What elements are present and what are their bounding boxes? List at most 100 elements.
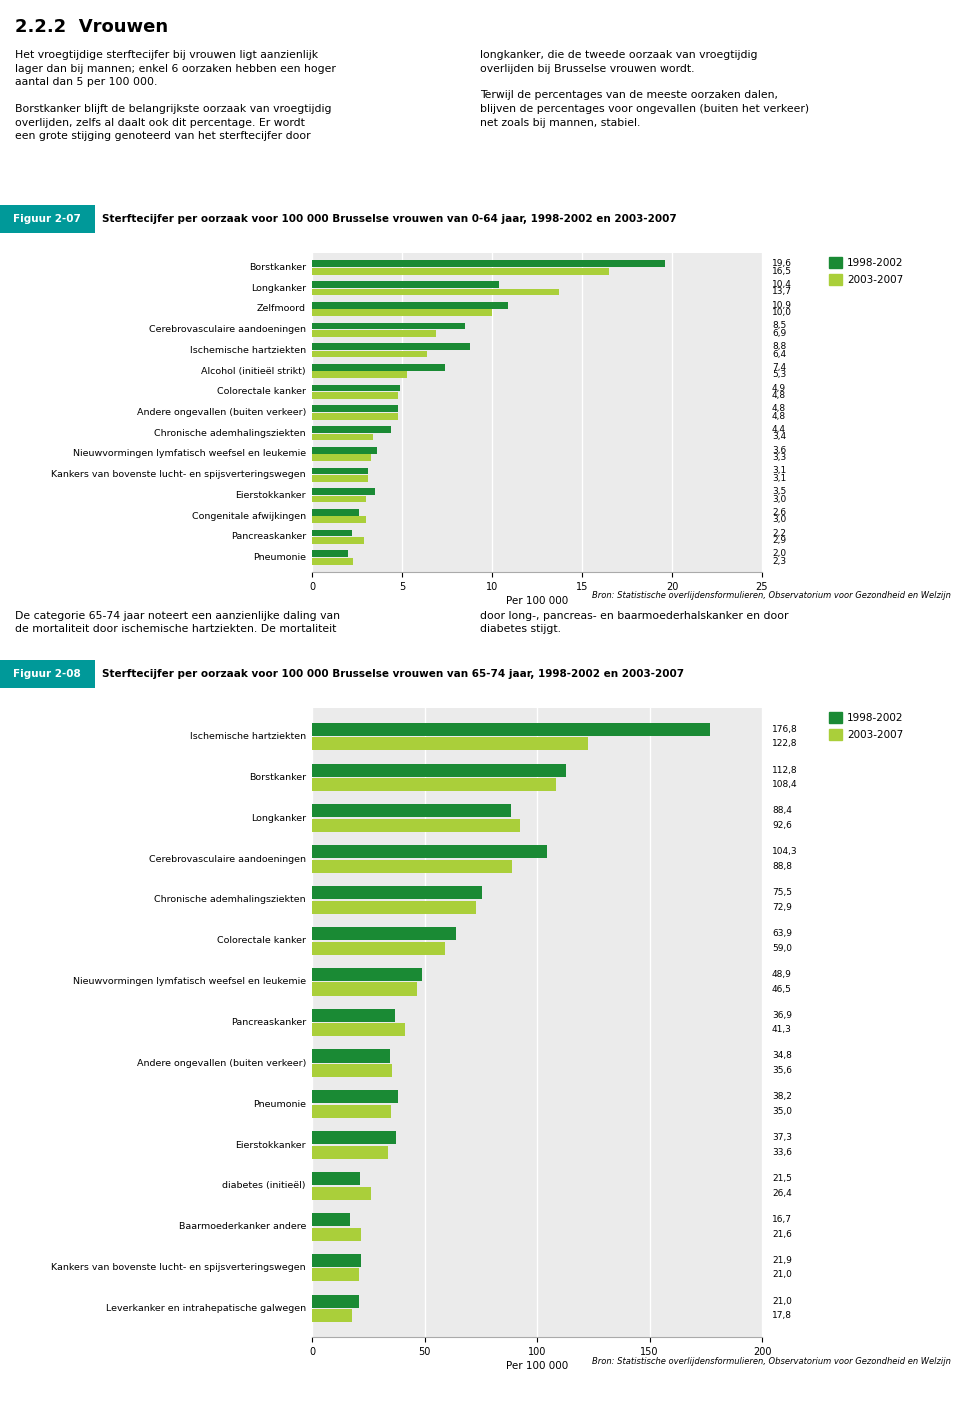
Text: Kankers van bovenste lucht- en spijsverteringswegen: Kankers van bovenste lucht- en spijsvert… <box>52 470 306 480</box>
Text: Nieuwvormingen lymfatisch weefsel en leukemie: Nieuwvormingen lymfatisch weefsel en leu… <box>73 978 306 986</box>
Text: 4,8: 4,8 <box>772 405 786 413</box>
Text: Congenitale afwijkingen: Congenitale afwijkingen <box>192 512 306 521</box>
Text: Borstkanker blijft de belangrijkste oorzaak van vroegtijdig: Borstkanker blijft de belangrijkste oorz… <box>15 103 331 115</box>
Text: net zoals bij mannen, stabiel.: net zoals bij mannen, stabiel. <box>480 117 640 127</box>
Bar <box>312 737 588 750</box>
Bar <box>312 385 400 392</box>
Text: 21,6: 21,6 <box>772 1230 792 1238</box>
Bar <box>0 205 95 233</box>
Bar <box>312 406 398 412</box>
Text: 59,0: 59,0 <box>772 944 792 952</box>
Bar <box>312 310 492 316</box>
Text: 10,4: 10,4 <box>772 280 792 289</box>
Bar <box>312 901 476 914</box>
Bar <box>312 351 427 358</box>
Text: Ischemische hartziekten: Ischemische hartziekten <box>190 732 306 741</box>
Bar <box>312 860 512 873</box>
Text: Bron: Statistische overlijdensformulieren, Observatorium voor Gezondheid en Welz: Bron: Statistische overlijdensformuliere… <box>591 591 950 600</box>
Bar <box>312 886 482 899</box>
Text: diabetes stijgt.: diabetes stijgt. <box>480 624 561 634</box>
Text: 3,0: 3,0 <box>772 515 786 525</box>
Bar <box>0 659 95 688</box>
Text: 6,9: 6,9 <box>772 328 786 338</box>
Bar <box>312 538 364 543</box>
Bar <box>312 1172 360 1184</box>
Text: 2,3: 2,3 <box>772 556 786 566</box>
Text: 2,0: 2,0 <box>772 549 786 559</box>
Text: Terwijl de percentages van de meeste oorzaken dalen,: Terwijl de percentages van de meeste oor… <box>480 91 778 100</box>
Text: Kankers van bovenste lucht- en spijsverteringswegen: Kankers van bovenste lucht- en spijsvert… <box>52 1264 306 1272</box>
Text: de mortaliteit door ischemische hartziekten. De mortaliteit: de mortaliteit door ischemische hartziek… <box>15 624 336 634</box>
Bar <box>312 1105 391 1118</box>
Text: 10,0: 10,0 <box>772 308 792 317</box>
Text: 34,8: 34,8 <box>772 1051 792 1060</box>
Text: 75,5: 75,5 <box>772 889 792 897</box>
Text: Eierstokkanker: Eierstokkanker <box>235 1140 306 1149</box>
Text: 104,3: 104,3 <box>772 848 798 856</box>
Bar <box>312 1091 398 1104</box>
Text: 35,6: 35,6 <box>772 1065 792 1075</box>
Bar <box>312 467 368 474</box>
Text: Chronische ademhalingsziekten: Chronische ademhalingsziekten <box>155 896 306 904</box>
Text: 112,8: 112,8 <box>772 766 798 774</box>
Text: 21,0: 21,0 <box>772 1296 792 1306</box>
Text: Pneumonie: Pneumonie <box>253 553 306 562</box>
Text: 3,1: 3,1 <box>772 467 786 475</box>
Text: 2,9: 2,9 <box>772 536 786 545</box>
Text: Baarmoederkanker andere: Baarmoederkanker andere <box>179 1223 306 1231</box>
Bar <box>312 1146 388 1159</box>
Text: 8,8: 8,8 <box>772 342 786 351</box>
Text: 92,6: 92,6 <box>772 821 792 831</box>
Text: 122,8: 122,8 <box>772 740 798 749</box>
Text: Ischemische hartziekten: Ischemische hartziekten <box>190 345 306 355</box>
Text: Colorectale kanker: Colorectale kanker <box>217 388 306 396</box>
Text: Leverkanker en intrahepatische galwegen: Leverkanker en intrahepatische galwegen <box>106 1303 306 1313</box>
Text: Zelfmoord: Zelfmoord <box>257 304 306 314</box>
Legend: 1998-2002, 2003-2007: 1998-2002, 2003-2007 <box>826 709 908 744</box>
Bar <box>312 433 373 440</box>
Bar <box>312 1228 361 1241</box>
Text: 26,4: 26,4 <box>772 1189 792 1197</box>
Bar <box>312 558 353 565</box>
Text: door long-, pancreas- en baarmoederhalskanker en door: door long-, pancreas- en baarmoederhalsk… <box>480 611 788 621</box>
Text: 5,3: 5,3 <box>772 371 786 379</box>
Text: 3,0: 3,0 <box>772 495 786 504</box>
Text: Pancreaskanker: Pancreaskanker <box>230 1017 306 1027</box>
Bar <box>312 1309 352 1322</box>
Text: 2,6: 2,6 <box>772 508 786 516</box>
Text: 41,3: 41,3 <box>772 1026 792 1034</box>
Text: 3,6: 3,6 <box>772 446 786 454</box>
Text: 4,9: 4,9 <box>772 383 786 392</box>
Text: overlijden bij Brusselse vrouwen wordt.: overlijden bij Brusselse vrouwen wordt. <box>480 64 694 74</box>
Text: 3,4: 3,4 <box>772 433 786 441</box>
Bar <box>312 330 436 337</box>
Text: 2,2: 2,2 <box>772 529 786 538</box>
Text: 46,5: 46,5 <box>772 985 792 993</box>
Text: Andere ongevallen (buiten verkeer): Andere ongevallen (buiten verkeer) <box>136 408 306 417</box>
Text: 7,4: 7,4 <box>772 362 786 372</box>
Bar <box>312 488 375 495</box>
Bar <box>312 1254 361 1266</box>
Text: 35,0: 35,0 <box>772 1107 792 1116</box>
Text: 4,8: 4,8 <box>772 412 786 420</box>
Text: 8,5: 8,5 <box>772 321 786 331</box>
Text: Longkanker: Longkanker <box>251 284 306 293</box>
X-axis label: Per 100 000: Per 100 000 <box>506 596 568 606</box>
Text: 72,9: 72,9 <box>772 903 792 911</box>
Bar <box>312 1050 391 1063</box>
Text: 88,8: 88,8 <box>772 862 792 872</box>
Text: longkanker, die de tweede oorzaak van vroegtijdig: longkanker, die de tweede oorzaak van vr… <box>480 50 757 59</box>
Bar <box>312 260 664 267</box>
Text: 3,3: 3,3 <box>772 453 786 463</box>
Bar <box>312 301 508 308</box>
Text: 19,6: 19,6 <box>772 259 792 269</box>
Text: 13,7: 13,7 <box>772 287 792 297</box>
Text: 6,4: 6,4 <box>772 350 786 358</box>
Text: Figuur 2-08: Figuur 2-08 <box>13 669 81 679</box>
Bar <box>312 344 470 350</box>
Bar <box>312 475 368 481</box>
Bar <box>312 982 417 996</box>
Bar <box>312 372 407 378</box>
Text: 3,5: 3,5 <box>772 487 786 497</box>
Text: diabetes (initieël): diabetes (initieël) <box>223 1182 306 1190</box>
